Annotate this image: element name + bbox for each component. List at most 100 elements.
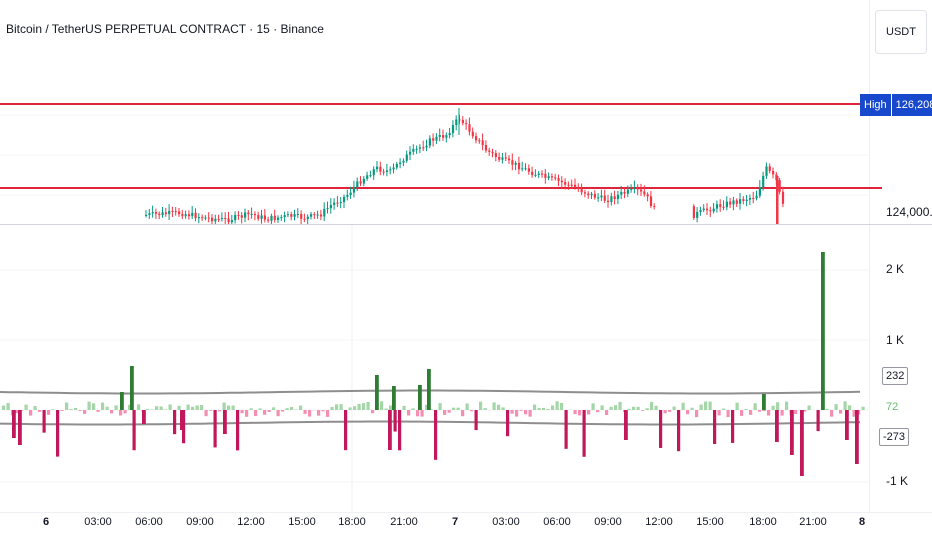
candle-body: [214, 218, 217, 222]
candle-body: [201, 217, 204, 219]
histogram-bar: [60, 410, 64, 411]
candle-body: [303, 218, 306, 220]
candle-body: [366, 175, 369, 179]
time-label: 6: [42, 516, 50, 528]
candle-body: [722, 206, 725, 208]
candle-body: [517, 162, 521, 170]
histogram-bar: [240, 410, 244, 414]
candle-body: [640, 189, 643, 192]
histogram-bar: [681, 402, 685, 410]
histogram-bar: [249, 408, 253, 410]
candle-body: [247, 212, 250, 215]
currency-button[interactable]: USDT: [875, 10, 927, 54]
histogram-bar: [704, 401, 708, 410]
time-axis-border: [0, 512, 932, 513]
histogram-bar: [213, 410, 217, 448]
time-label: 15:00: [696, 516, 724, 528]
histogram-bar: [388, 410, 392, 450]
high-label: High: [860, 94, 891, 116]
histogram-bar: [78, 410, 82, 411]
candle-body: [643, 191, 646, 195]
histogram-bar: [101, 402, 105, 410]
candle-body: [369, 175, 372, 177]
histogram-bar: [15, 410, 19, 414]
candle-body: [145, 214, 148, 216]
chart-canvas[interactable]: [0, 0, 932, 512]
histogram-bar: [479, 401, 483, 410]
histogram-bar: [114, 405, 118, 410]
histogram-bar: [807, 405, 811, 410]
histogram-bar: [555, 401, 559, 410]
candle-body: [310, 214, 313, 217]
candle-body: [504, 157, 507, 159]
lower-band-line: [0, 420, 861, 426]
histogram-bar: [258, 408, 262, 410]
histogram-bar: [663, 410, 667, 414]
candle-body: [527, 168, 530, 172]
histogram-bar: [330, 406, 334, 410]
candle-body: [405, 154, 408, 161]
histogram-bar: [393, 410, 397, 432]
candle-body: [597, 197, 600, 199]
candle-body: [168, 210, 171, 215]
histogram-bar: [204, 410, 208, 417]
histogram-bar: [438, 403, 442, 410]
candle-body: [451, 124, 455, 134]
histogram-bar: [146, 408, 150, 410]
histogram-bar: [668, 410, 672, 412]
pane-divider[interactable]: [0, 224, 932, 225]
time-label: 06:00: [135, 516, 163, 528]
histogram-bar: [6, 402, 10, 410]
candle-body: [422, 147, 425, 149]
histogram-bar: [74, 407, 78, 410]
histogram-bar: [600, 405, 604, 410]
candle-body: [752, 197, 755, 199]
histogram-bar: [195, 405, 199, 410]
histogram-bar: [708, 401, 712, 410]
candle-body: [603, 195, 606, 201]
histogram-bar: [33, 406, 37, 410]
histogram-bar: [443, 410, 447, 415]
candle-body: [191, 212, 194, 217]
candle-body: [554, 177, 557, 179]
high-price-badge: High 126,208.5: [860, 94, 932, 116]
histogram-bar: [389, 405, 393, 410]
candle-body: [240, 215, 243, 218]
candle-body: [432, 138, 435, 141]
histogram-bar: [69, 409, 73, 410]
time-label: 7: [451, 516, 459, 528]
candle-body: [253, 213, 257, 216]
candle-body: [438, 135, 441, 137]
candle-body: [699, 209, 702, 212]
histogram-bar: [830, 410, 834, 417]
histogram-bar: [624, 410, 628, 440]
histogram-bar: [790, 410, 794, 455]
histogram-bar: [447, 410, 451, 413]
histogram-bar: [317, 410, 321, 416]
candle-body: [544, 173, 547, 178]
candle-body: [557, 178, 560, 181]
time-label: 18:00: [749, 516, 777, 528]
candle-body: [762, 175, 765, 188]
histogram-bar: [614, 405, 618, 410]
candle-body: [280, 217, 283, 219]
histogram-bar: [803, 410, 807, 412]
histogram-bar: [362, 403, 366, 410]
candle-body: [151, 212, 154, 214]
histogram-bar: [308, 410, 312, 417]
candle-body: [748, 197, 752, 200]
candle-body: [574, 184, 577, 188]
candle-body: [273, 215, 276, 220]
histogram-bar: [398, 410, 402, 451]
candle-body: [524, 168, 527, 170]
upper-band-value: 232: [882, 367, 909, 385]
candle-body: [316, 214, 319, 216]
histogram-bar: [582, 410, 586, 457]
histogram-bar: [771, 405, 775, 410]
histogram-bar: [515, 410, 519, 417]
histogram-bar: [180, 410, 184, 430]
candle-body: [442, 135, 445, 138]
candle-body: [204, 217, 207, 219]
candle-body: [319, 214, 323, 217]
histogram-bar: [636, 406, 640, 410]
